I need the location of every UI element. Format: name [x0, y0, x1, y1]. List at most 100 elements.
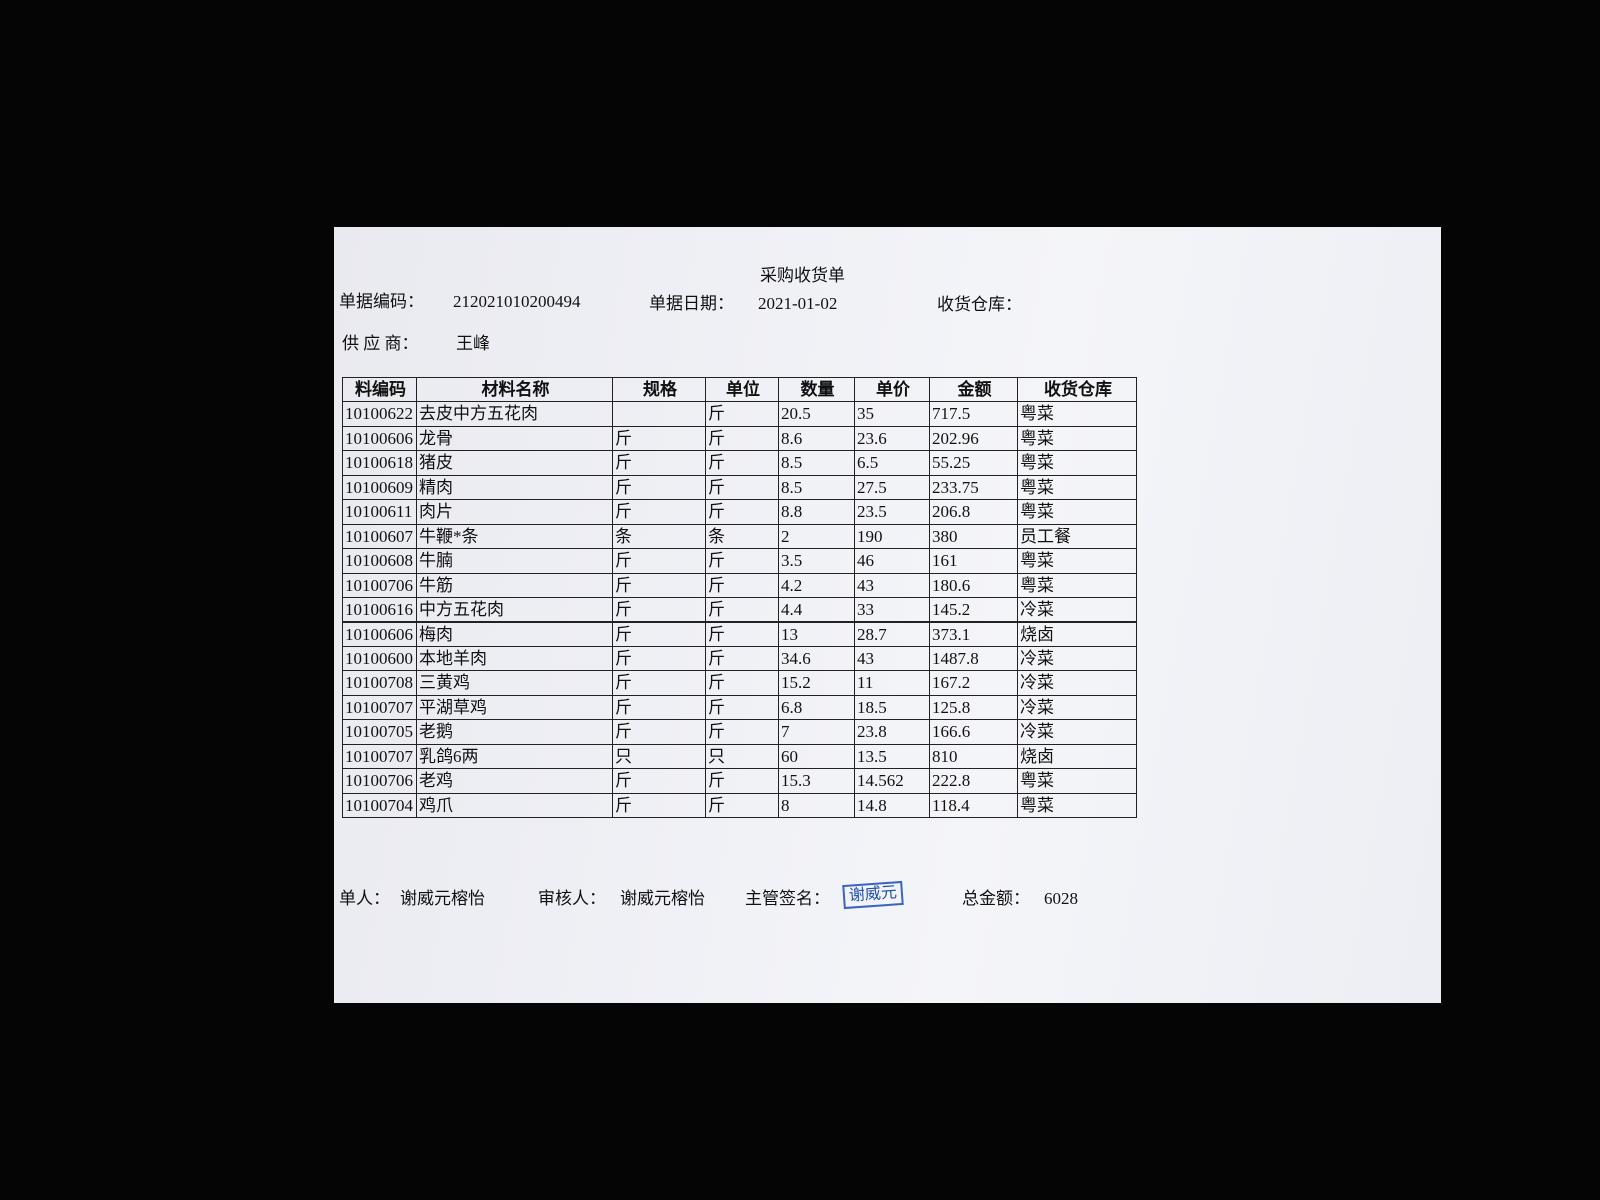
field-value: 6028 [1044, 889, 1078, 908]
paper: 采购收货单 单据编码： 212021010200494 单据日期： 2021-01-02… [334, 227, 1441, 1003]
table-cell: 老鹅 [416, 719, 613, 745]
table-cell: 10100606 [342, 621, 417, 647]
table-cell: 23.8 [854, 719, 930, 745]
field-label: 单据日期： [649, 294, 734, 313]
table-cell: 斤 [612, 719, 706, 745]
doc-title: 采购收货单 [760, 266, 845, 285]
table-cell: 粤菜 [1017, 499, 1137, 525]
table-cell: 员工餐 [1017, 523, 1137, 550]
table-cell: 2 [778, 523, 855, 550]
table-cell: 烧卤 [1017, 621, 1137, 647]
table-cell: 粤菜 [1017, 768, 1137, 794]
table-cell: 11 [854, 670, 930, 696]
table-cell: 717.5 [929, 401, 1018, 427]
table-cell: 10100708 [342, 670, 417, 696]
table-cell: 10100706 [342, 768, 417, 794]
table-cell: 13.5 [854, 743, 930, 770]
table-cell: 斤 [612, 425, 706, 452]
table-cell: 43 [854, 645, 930, 672]
table-cell: 380 [929, 523, 1018, 550]
table-cell: 10100707 [342, 743, 417, 770]
table-cell: 斤 [612, 694, 706, 721]
field-label: 单据编码： [339, 292, 424, 311]
field-label: 审核人： [538, 889, 606, 908]
table-cell: 167.2 [929, 670, 1018, 696]
table-cell: 23.6 [854, 425, 930, 452]
table-cell: 斤 [612, 792, 706, 819]
table-cell: 老鸡 [416, 768, 613, 794]
table-cell: 三黄鸡 [416, 670, 613, 696]
column-header: 单位 [705, 377, 779, 403]
table-cell: 斤 [705, 450, 779, 476]
table-cell: 20.5 [778, 401, 855, 427]
table-cell: 60 [778, 743, 855, 770]
table-cell: 去皮中方五花肉 [416, 401, 613, 427]
table-cell: 180.6 [929, 572, 1018, 599]
table-cell: 猪皮 [416, 450, 613, 476]
table-cell: 肉片 [416, 499, 613, 525]
field-value: 谢威元榕怡 [620, 889, 705, 908]
table-cell: 斤 [612, 621, 706, 647]
table-cell: 10100704 [342, 792, 417, 819]
table-cell: 161 [929, 548, 1018, 574]
table-cell: 条 [612, 523, 706, 550]
table-cell: 8 [778, 792, 855, 819]
table-cell: 8.5 [778, 474, 855, 501]
table-cell: 6.5 [854, 450, 930, 476]
table-cell: 本地羊肉 [416, 645, 613, 672]
table-cell: 龙骨 [416, 425, 613, 452]
table-cell: 145.2 [929, 597, 1018, 623]
table-cell: 烧卤 [1017, 743, 1137, 770]
field-value: 王峰 [456, 334, 490, 353]
table-cell: 10100607 [342, 523, 417, 550]
field-value: 谢威元榕怡 [400, 889, 485, 908]
table-cell: 斤 [612, 645, 706, 672]
table-cell: 14.8 [854, 792, 930, 819]
table-cell: 4.4 [778, 597, 855, 623]
column-header: 数量 [778, 377, 855, 403]
table-cell: 粤菜 [1017, 792, 1137, 819]
table-cell: 10100707 [342, 694, 417, 721]
table-cell: 斤 [705, 792, 779, 819]
field-label: 单人： [339, 889, 390, 908]
table-cell: 7 [778, 719, 855, 745]
table-cell: 10100706 [342, 572, 417, 599]
table-cell: 10100609 [342, 474, 417, 501]
table-cell: 粤菜 [1017, 572, 1137, 599]
table-cell: 乳鸽6两 [416, 743, 613, 770]
table-cell: 10100622 [342, 401, 417, 427]
column-header: 料编码 [342, 377, 417, 403]
table-cell: 只 [705, 743, 779, 770]
table-cell: 55.25 [929, 450, 1018, 476]
field-label: 供 应 商： [342, 334, 419, 353]
table-cell: 斤 [612, 768, 706, 794]
table-cell: 斤 [612, 499, 706, 525]
table-cell: 810 [929, 743, 1018, 770]
table-cell: 23.5 [854, 499, 930, 525]
table-cell: 牛筋 [416, 572, 613, 599]
table-cell: 斤 [612, 597, 706, 623]
table-cell: 斤 [612, 548, 706, 574]
table-cell: 10100705 [342, 719, 417, 745]
table-cell: 10100606 [342, 425, 417, 452]
table-cell: 冷菜 [1017, 719, 1137, 745]
signature-stamp: 谢威元 [842, 880, 904, 910]
table-cell: 斤 [705, 694, 779, 721]
table-cell: 28.7 [854, 621, 930, 647]
table-cell: 斤 [705, 548, 779, 574]
table-cell: 125.8 [929, 694, 1018, 721]
table-cell: 4.2 [778, 572, 855, 599]
table-cell: 斤 [705, 572, 779, 599]
table-cell: 斤 [705, 499, 779, 525]
field-value: 212021010200494 [453, 292, 581, 311]
table-cell: 206.8 [929, 499, 1018, 525]
column-header: 单价 [854, 377, 930, 403]
table-cell: 10100600 [342, 645, 417, 672]
table-cell: 斤 [612, 572, 706, 599]
table-cell: 粤菜 [1017, 425, 1137, 452]
table-cell: 202.96 [929, 425, 1018, 452]
table-cell: 斤 [705, 401, 779, 427]
table-cell: 3.5 [778, 548, 855, 574]
table-cell: 精肉 [416, 474, 613, 501]
